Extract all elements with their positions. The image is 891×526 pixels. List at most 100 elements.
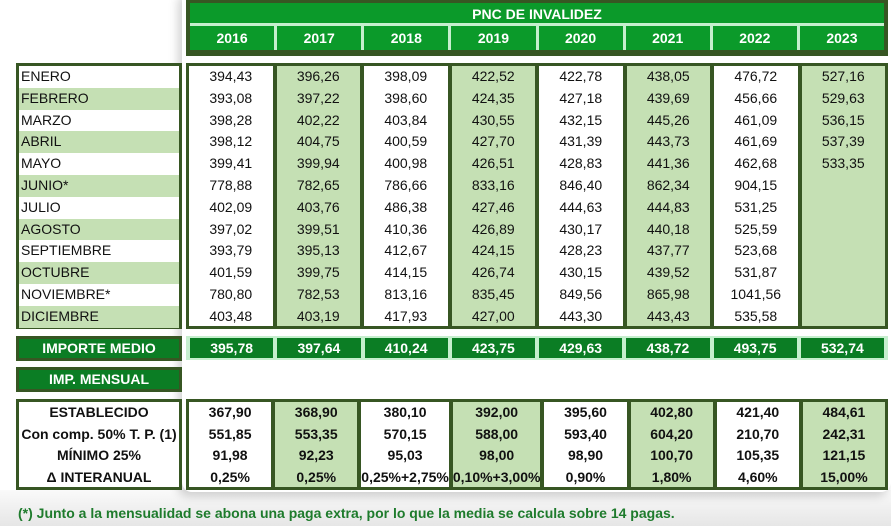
month-labels: ENERO FEBRERO MARZO ABRIL MAYO JUNIO* JULIO AGO… xyxy=(16,63,182,329)
importe-medio-cell: 438,72 xyxy=(626,338,710,358)
value-cell: 403,76 xyxy=(296,198,340,215)
value-cell: 486,38 xyxy=(384,198,428,215)
value-cell: 778,88 xyxy=(209,176,253,193)
value-cell xyxy=(802,175,886,197)
value-cell: 462,68 xyxy=(734,155,778,172)
mensual-cell: 593,40 xyxy=(564,425,607,442)
value-cell: 395,13 xyxy=(296,242,340,259)
value-cell: 536,15 xyxy=(821,111,865,128)
footnote: (*) Junto a la mensualidad se abona una … xyxy=(18,505,675,521)
month-label: NOVIEMBRE* xyxy=(21,285,111,302)
mensual-cell: 368,90 xyxy=(294,404,338,420)
page-background xyxy=(0,490,891,526)
year-header-row: 2016 2017 2018 2019 2020 2021 2022 2023 xyxy=(190,26,884,50)
value-cell: 438,05 xyxy=(646,68,690,84)
mensual-column-2019: 392,00 588,00 98,00 0,10%+3,00% xyxy=(448,402,541,487)
value-cell: 862,34 xyxy=(646,176,690,193)
value-cell: 440,18 xyxy=(646,220,690,237)
value-cell: 443,30 xyxy=(559,307,603,324)
value-cell: 443,43 xyxy=(646,307,690,324)
value-cell xyxy=(802,262,886,284)
mensual-cell: 0,90% xyxy=(565,468,606,485)
year-column-2020: 422,78 427,18 432,15 431,39 428,83 846,40 444,… xyxy=(535,66,623,326)
importe-medio-cell: 532,74 xyxy=(800,338,884,358)
mensual-cell: 367,90 xyxy=(208,404,252,420)
mensual-cell: 0,25%+2,75% xyxy=(361,468,449,485)
month-label: JULIO xyxy=(21,198,61,215)
value-cell: 525,59 xyxy=(734,220,778,237)
mensual-cell: 395,60 xyxy=(564,404,607,420)
year-header-2022: 2022 xyxy=(709,26,797,50)
importe-medio-row: 395,78 397,64 410,24 423,75 429,63 438,72 493,… xyxy=(186,336,888,360)
value-cell: 410,36 xyxy=(384,220,428,237)
value-cell: 533,35 xyxy=(821,155,865,172)
value-cell: 403,19 xyxy=(296,307,340,324)
value-cell: 424,35 xyxy=(471,89,515,106)
importe-medio-label: IMPORTE MEDIO xyxy=(16,336,182,361)
value-cell xyxy=(802,219,886,241)
importe-medio-cell: 429,63 xyxy=(539,338,623,358)
value-cell: 835,45 xyxy=(471,285,515,302)
month-label: OCTUBRE xyxy=(19,262,179,284)
value-cell: 461,09 xyxy=(734,111,778,128)
value-cell: 412,67 xyxy=(384,242,428,259)
value-cell: 437,77 xyxy=(646,242,690,259)
mensual-label: Δ INTERANUAL xyxy=(46,468,152,485)
mensual-cell: 98,90 xyxy=(567,447,604,463)
mensual-values-table: 367,90 551,85 91,98 0,25% 368,90 553,35 92,23 0… xyxy=(186,399,888,490)
mensual-cell: 421,40 xyxy=(736,404,780,420)
mensual-column-2021: 402,80 604,20 100,70 1,80% xyxy=(626,402,713,487)
value-cell: 427,46 xyxy=(471,198,515,215)
mensual-cell: 105,35 xyxy=(736,447,780,463)
importe-medio-cell: 395,78 xyxy=(190,338,274,358)
month-label: MARZO xyxy=(21,111,72,128)
value-cell: 422,52 xyxy=(471,68,515,84)
value-cell: 537,39 xyxy=(821,133,865,150)
mensual-cell: 121,15 xyxy=(822,447,866,463)
year-column-2022: 476,72 456,66 461,09 461,69 462,68 904,15 531,… xyxy=(710,66,798,326)
value-cell: 399,41 xyxy=(209,155,253,172)
value-cell: 400,98 xyxy=(384,155,428,172)
mensual-column-2016: 367,90 551,85 91,98 0,25% xyxy=(189,402,271,487)
importe-medio-cell: 493,75 xyxy=(713,338,797,358)
value-cell: 394,43 xyxy=(209,68,253,84)
value-cell: 393,08 xyxy=(209,89,253,106)
value-cell: 849,56 xyxy=(559,285,603,302)
value-cell: 414,15 xyxy=(384,264,428,281)
mensual-cell: 0,25% xyxy=(296,468,337,485)
value-cell: 427,70 xyxy=(471,133,515,150)
value-cell: 404,75 xyxy=(296,133,340,150)
year-column-2023: 527,16 529,63 536,15 537,39 533,35 xyxy=(797,66,886,326)
value-cell: 813,16 xyxy=(384,285,428,302)
value-cell: 430,17 xyxy=(559,220,603,237)
imp-mensual-label: IMP. MENSUAL xyxy=(16,367,182,392)
mensual-cell: 570,15 xyxy=(383,425,427,442)
mensual-column-2017: 368,90 553,35 92,23 0,25% xyxy=(271,402,358,487)
value-cell: 443,73 xyxy=(646,133,690,150)
year-column-2018: 398,09 398,60 403,84 400,59 400,98 786,66 486,… xyxy=(360,66,448,326)
mensual-cell: 551,85 xyxy=(208,425,252,442)
mensual-cell: 242,31 xyxy=(822,425,866,442)
mensual-label: ESTABLECIDO xyxy=(49,404,149,420)
mensual-cell: 1,80% xyxy=(651,468,692,485)
value-cell: 403,84 xyxy=(384,111,428,128)
mensual-cell: 100,70 xyxy=(650,447,694,463)
value-cell: 399,51 xyxy=(296,220,340,237)
year-header-2017: 2017 xyxy=(274,26,362,50)
monthly-values-table: 394,43 393,08 398,28 398,12 399,41 778,88 402,… xyxy=(186,63,888,329)
value-cell: 417,93 xyxy=(384,307,428,324)
value-cell: 393,79 xyxy=(209,242,253,259)
value-cell: 428,83 xyxy=(559,155,603,172)
value-cell: 399,94 xyxy=(296,155,340,172)
value-cell: 397,22 xyxy=(296,89,340,106)
mensual-cell: 210,70 xyxy=(736,425,780,442)
value-cell: 398,60 xyxy=(384,89,428,106)
value-cell: 403,48 xyxy=(209,307,253,324)
value-cell: 431,39 xyxy=(559,133,603,150)
mensual-cell: 484,61 xyxy=(822,404,866,420)
value-cell: 456,66 xyxy=(734,89,778,106)
mensual-cell: 588,00 xyxy=(475,425,519,442)
value-cell: 780,80 xyxy=(209,285,253,302)
mensual-cell: 92,23 xyxy=(298,447,334,463)
year-column-2021: 438,05 439,69 445,26 443,73 441,36 862,34 444,… xyxy=(622,66,710,326)
